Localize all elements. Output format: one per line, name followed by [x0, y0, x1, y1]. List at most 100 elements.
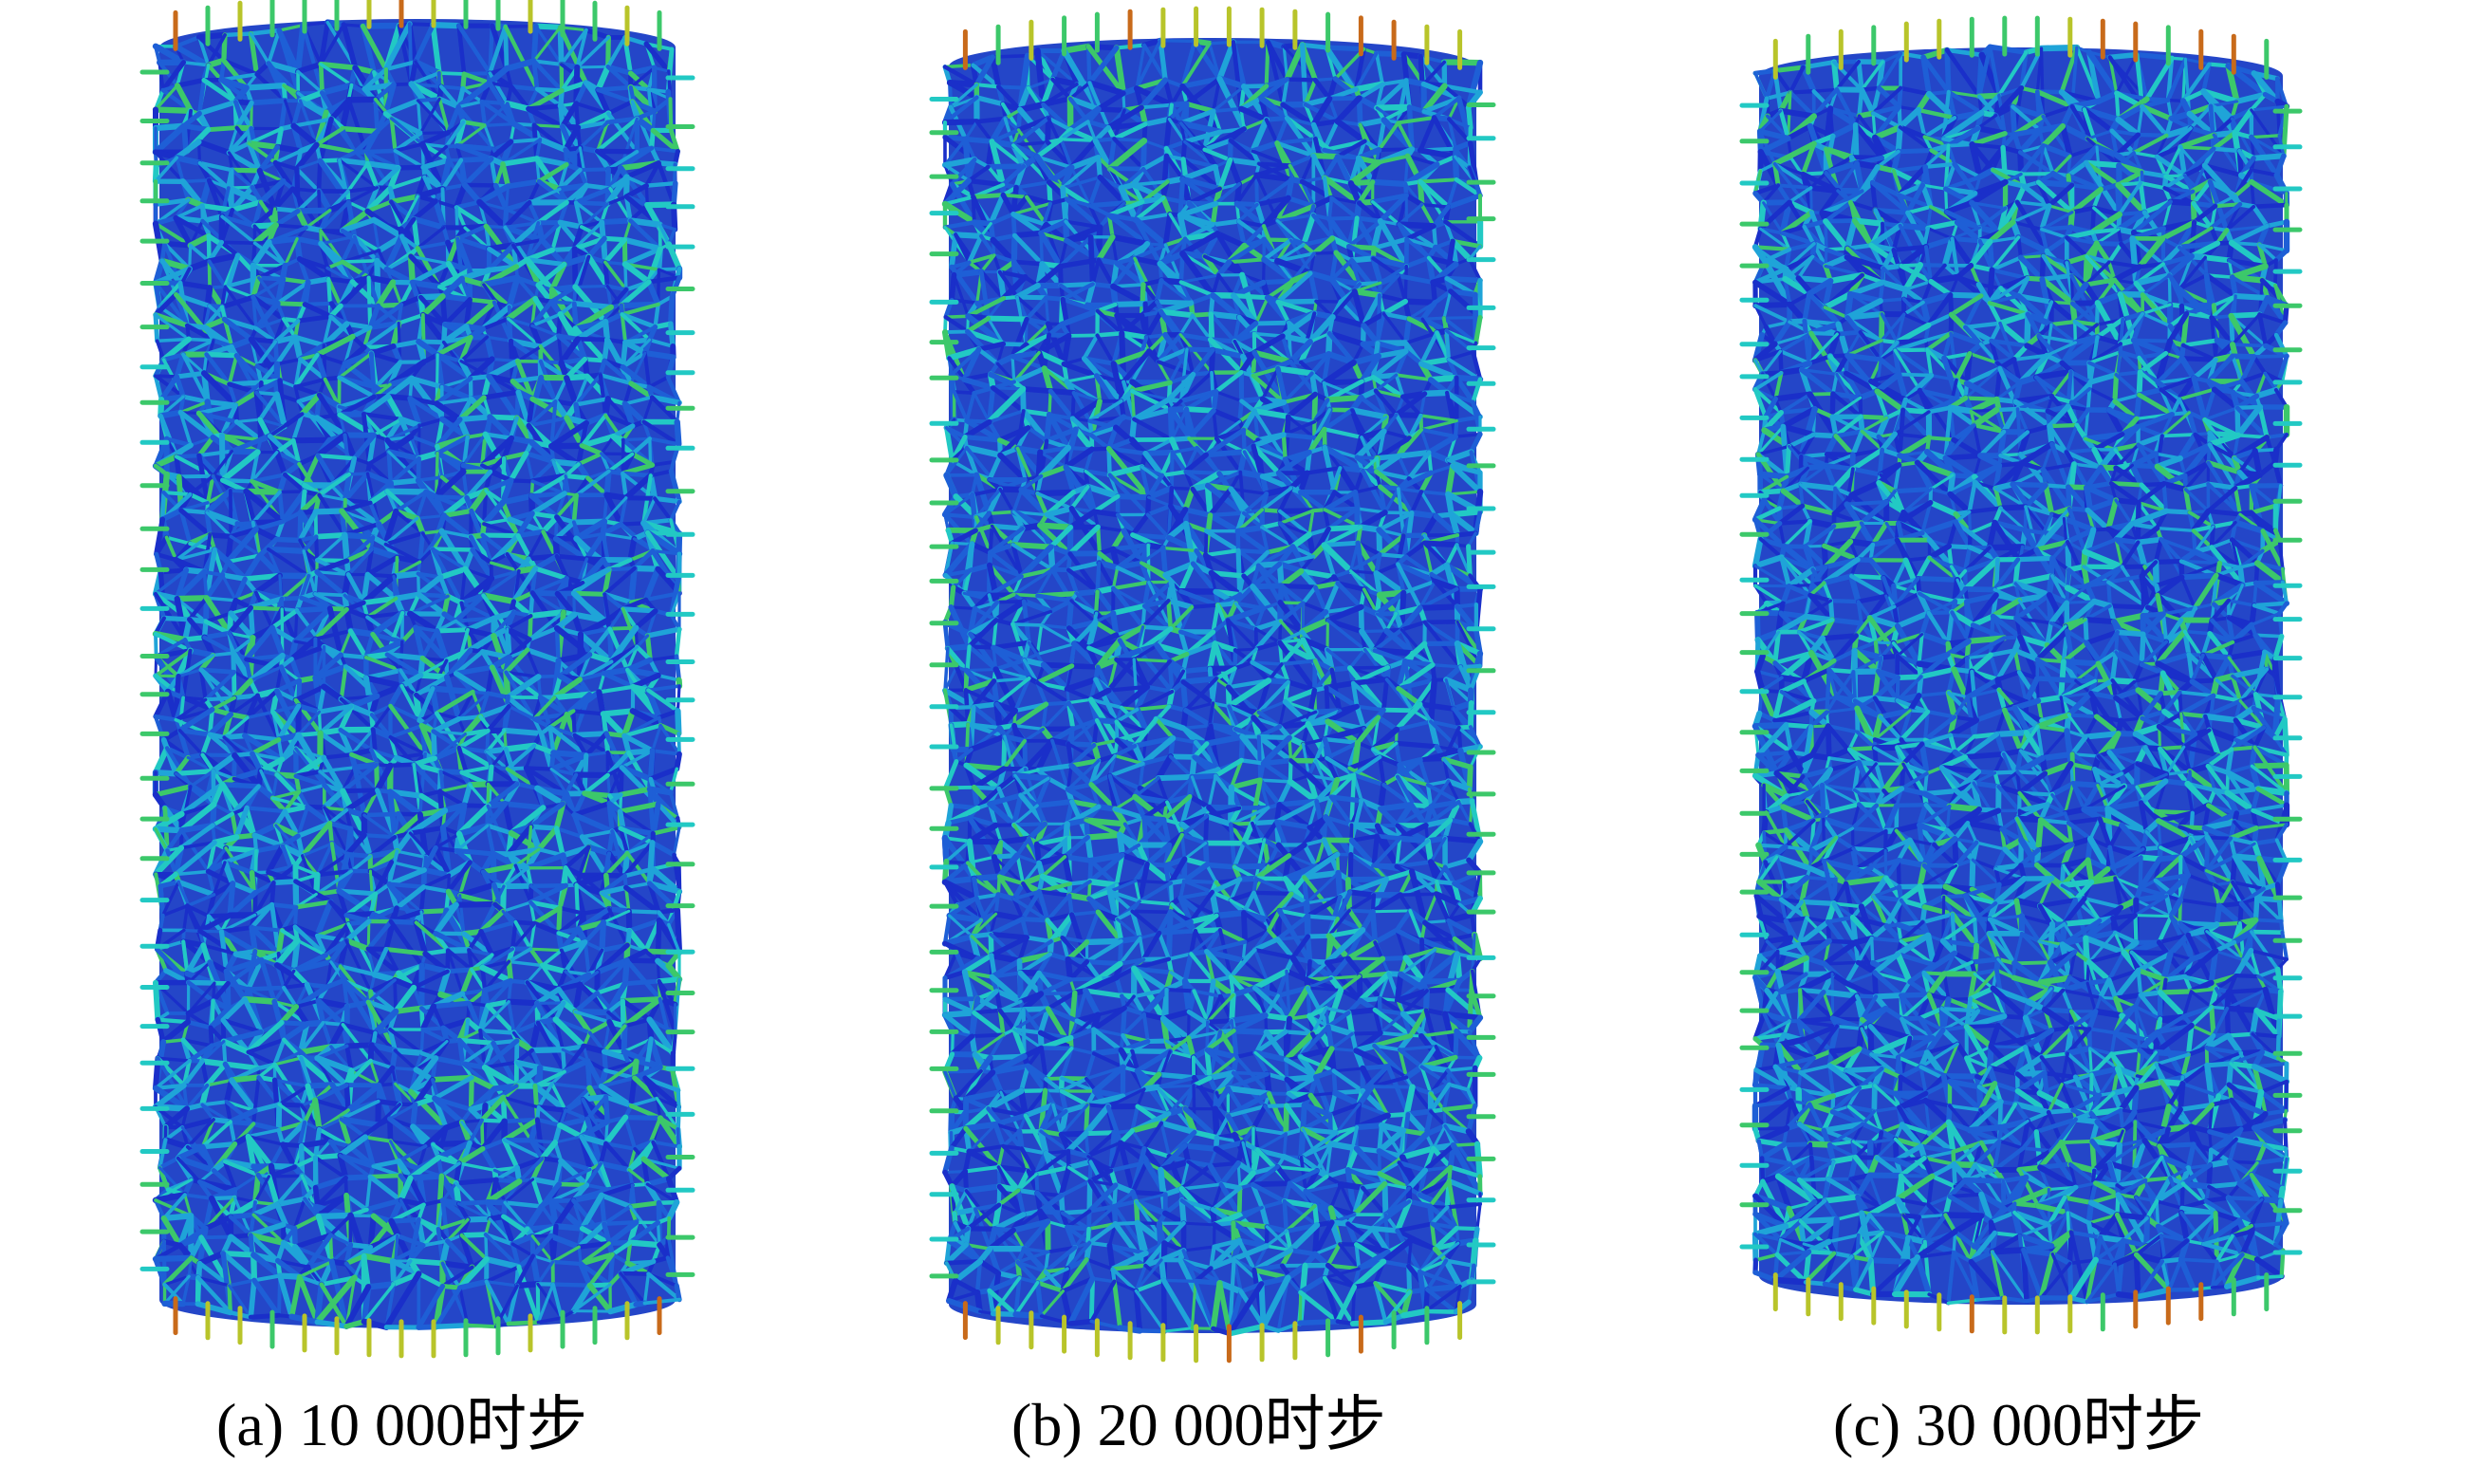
bond: [185, 998, 216, 1016]
bond: [372, 1008, 399, 1036]
bond: [410, 1123, 449, 1130]
bond: [228, 1284, 252, 1319]
bond: [221, 316, 254, 343]
bond: [296, 255, 332, 282]
bond: [390, 279, 416, 286]
bond: [250, 736, 282, 756]
bond: [602, 592, 625, 612]
bond: [153, 1197, 166, 1221]
bond: [203, 619, 232, 636]
bond: [387, 1027, 398, 1053]
bond: [219, 449, 261, 484]
bond: [618, 279, 652, 308]
bond: [528, 590, 535, 619]
bond: [604, 174, 630, 208]
bond: [463, 299, 497, 329]
bond: [646, 1271, 682, 1302]
bond: [1192, 38, 1223, 82]
bond: [227, 604, 253, 636]
bond: [301, 842, 334, 858]
bond: [417, 294, 448, 327]
bond: [408, 59, 418, 87]
bond: [456, 104, 496, 152]
bond: [196, 1275, 232, 1288]
bond: [222, 860, 255, 876]
bond: [480, 274, 521, 288]
bond: [392, 976, 417, 991]
bond: [363, 631, 376, 660]
bond: [435, 351, 473, 381]
bond: [573, 518, 608, 542]
bond: [315, 933, 349, 943]
bond: [481, 1064, 520, 1089]
bond: [572, 1009, 593, 1036]
bond: [366, 275, 373, 330]
bond: [482, 1065, 507, 1101]
bond: [571, 790, 587, 818]
bond: [390, 343, 403, 365]
bond: [530, 23, 539, 65]
bond: [416, 450, 441, 462]
bond: [345, 1082, 382, 1113]
bond: [484, 1178, 523, 1206]
bond: [182, 1084, 189, 1111]
bond: [482, 396, 492, 419]
bond: [293, 863, 320, 877]
bond: [574, 531, 605, 541]
bond: [369, 748, 393, 794]
bond: [461, 470, 469, 500]
bond: [583, 357, 607, 363]
bond: [394, 510, 425, 535]
bond: [1300, 42, 1308, 107]
bond: [306, 1265, 324, 1287]
bond: [372, 417, 403, 437]
bond: [503, 24, 540, 92]
bond: [528, 1139, 557, 1144]
bond: [174, 568, 208, 603]
bond: [536, 1104, 568, 1113]
bond: [453, 1179, 462, 1207]
bond: [315, 997, 346, 1029]
bond: [557, 1116, 590, 1128]
bond: [437, 968, 451, 998]
bond: [314, 142, 358, 155]
bond: [417, 793, 424, 817]
bond: [361, 82, 397, 92]
bond: [571, 709, 577, 737]
bond: [232, 670, 252, 683]
bond: [221, 58, 259, 77]
bond: [353, 766, 380, 792]
bond: [273, 223, 308, 230]
bond: [532, 566, 569, 582]
bond: [483, 1255, 522, 1271]
bond: [249, 924, 282, 956]
bond: [488, 81, 513, 88]
bond: [257, 392, 279, 422]
bond: [218, 928, 258, 955]
bond: [510, 566, 539, 604]
bond: [153, 714, 178, 722]
bond: [161, 240, 194, 249]
bond: [279, 488, 308, 525]
bond: [414, 515, 426, 536]
bond: [651, 1140, 671, 1181]
bond: [599, 1192, 633, 1210]
bond: [526, 396, 535, 429]
bond: [536, 161, 569, 184]
bond: [457, 395, 487, 422]
bond: [606, 773, 612, 798]
bond: [187, 337, 215, 343]
bond: [232, 677, 253, 701]
bond: [503, 24, 510, 71]
bond: [314, 1281, 324, 1326]
bond: [600, 452, 625, 475]
bond: [339, 216, 377, 233]
bond: [620, 996, 663, 1004]
bond: [156, 1056, 192, 1063]
bond: [243, 82, 287, 91]
bond: [579, 220, 604, 230]
bond: [382, 21, 413, 72]
bond: [418, 97, 441, 135]
bond: [530, 1234, 555, 1264]
bond: [455, 803, 491, 838]
